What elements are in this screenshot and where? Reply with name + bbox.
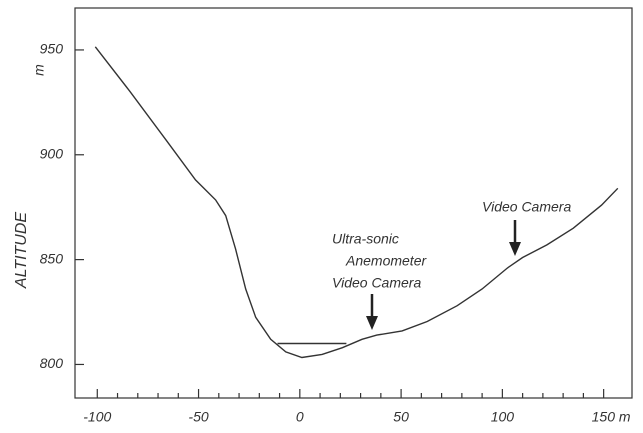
y-tick-label: 950 xyxy=(40,41,64,57)
y-tick-label: 800 xyxy=(40,355,64,371)
x-tick-label: 150 m xyxy=(592,409,631,425)
annotation: Video Camera xyxy=(332,275,421,291)
annotation: Ultra-sonic xyxy=(332,231,399,247)
y-tick-label: 850 xyxy=(40,250,64,266)
y-unit: m xyxy=(31,64,47,76)
x-tick-label: 100 xyxy=(491,409,515,425)
x-tick-label: 0 xyxy=(296,409,304,425)
arrow xyxy=(366,294,378,330)
annotation: Video Camera xyxy=(482,199,571,215)
x-tick-label: 50 xyxy=(393,409,409,425)
y-tick-label: 900 xyxy=(40,145,64,161)
annotation: Anemometer xyxy=(345,253,427,269)
x-tick-label: -100 xyxy=(83,409,111,425)
arrow xyxy=(509,220,521,256)
profile-line xyxy=(94,46,619,359)
y-axis-label: ALTITUDE xyxy=(13,212,30,289)
x-tick-label: -50 xyxy=(188,409,208,425)
plot-frame xyxy=(74,7,633,399)
